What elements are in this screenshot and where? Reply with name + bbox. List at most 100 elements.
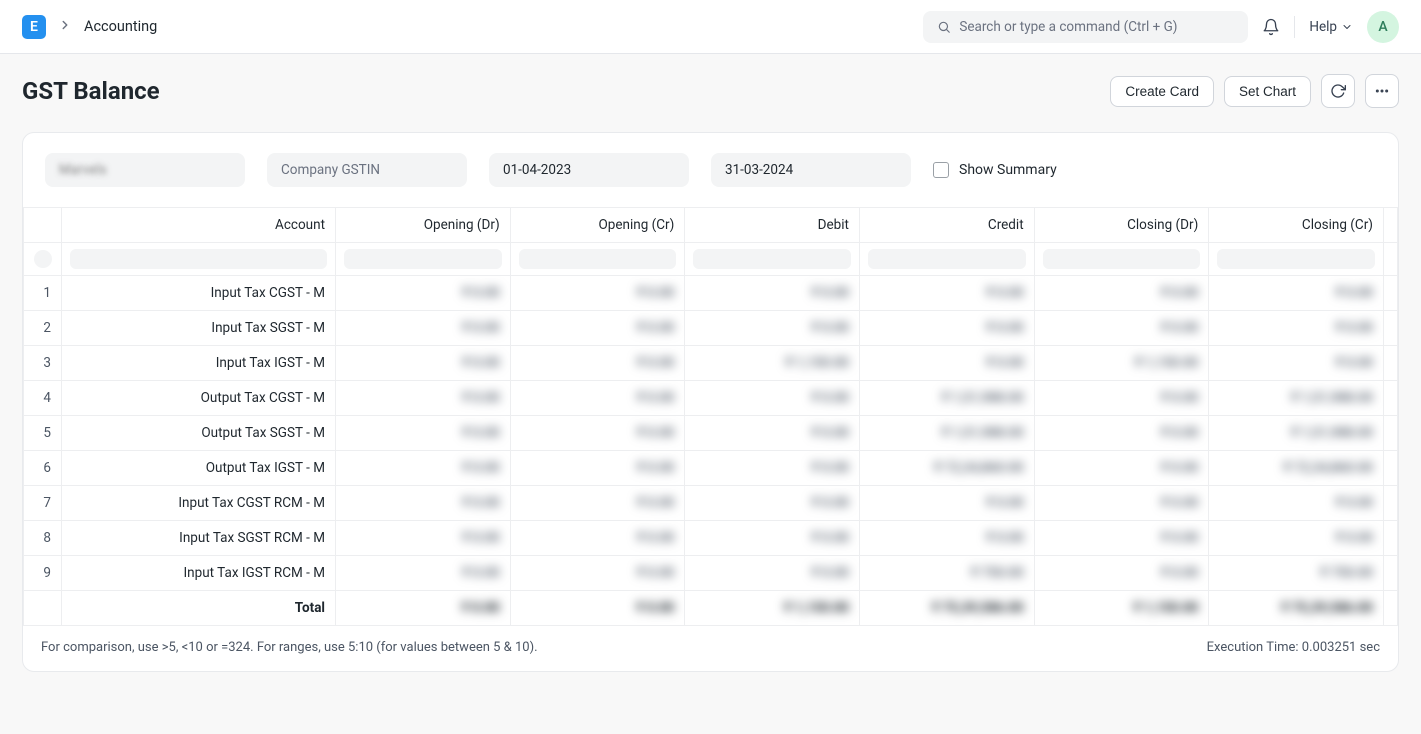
total-value: ₹ 75,39,586.00 xyxy=(1209,591,1384,626)
total-label: Total xyxy=(62,591,336,626)
cell-value: ₹ 0.00 xyxy=(1034,556,1209,591)
cell-value: ₹ 0.00 xyxy=(685,521,860,556)
cell-account[interactable]: Input Tax CGST RCM - M xyxy=(62,486,336,521)
cell-account[interactable]: Input Tax SGST - M xyxy=(62,311,336,346)
from-date-filter[interactable]: 01-04-2023 xyxy=(489,153,689,187)
report-table: Account Opening (Dr) Opening (Cr) Debit … xyxy=(23,207,1398,626)
cell-value: ₹ 0.00 xyxy=(336,381,511,416)
filter-hint: For comparison, use >5, <10 or =324. For… xyxy=(41,640,538,655)
total-value: ₹ 1,150.00 xyxy=(685,591,860,626)
cell-value: ₹ 1,51,988.00 xyxy=(859,381,1034,416)
app-logo[interactable]: E xyxy=(22,15,46,39)
total-value: ₹ 0.00 xyxy=(336,591,511,626)
cell-account[interactable]: Output Tax CGST - M xyxy=(62,381,336,416)
filter-closing-cr[interactable] xyxy=(1209,243,1384,276)
filter-opening-cr[interactable] xyxy=(510,243,685,276)
table-row[interactable]: 7Input Tax CGST RCM - M₹ 0.00₹ 0.00₹ 0.0… xyxy=(24,486,1398,521)
col-opening-dr[interactable]: Opening (Dr) xyxy=(336,208,511,243)
cell-value: ₹ 0.00 xyxy=(510,381,685,416)
global-search[interactable]: Search or type a command (Ctrl + G) xyxy=(923,11,1248,43)
filter-account[interactable] xyxy=(62,243,336,276)
filter-credit[interactable] xyxy=(859,243,1034,276)
table-row[interactable]: 4Output Tax CGST - M₹ 0.00₹ 0.00₹ 0.00₹ … xyxy=(24,381,1398,416)
cell-value: ₹ 0.00 xyxy=(859,486,1034,521)
table-row[interactable]: 8Input Tax SGST RCM - M₹ 0.00₹ 0.00₹ 0.0… xyxy=(24,521,1398,556)
cell-value: ₹ 1,150.00 xyxy=(1034,346,1209,381)
user-avatar[interactable]: A xyxy=(1367,11,1399,43)
cell-value: ₹ 0.00 xyxy=(859,346,1034,381)
cell-account[interactable]: Input Tax IGST - M xyxy=(62,346,336,381)
col-closing-dr[interactable]: Closing (Dr) xyxy=(1034,208,1209,243)
table-row[interactable]: 6Output Tax IGST - M₹ 0.00₹ 0.00₹ 0.00₹ … xyxy=(24,451,1398,486)
col-credit[interactable]: Credit xyxy=(859,208,1034,243)
cell-value: ₹ 0.00 xyxy=(1034,311,1209,346)
filter-opening-dr[interactable] xyxy=(336,243,511,276)
cell-value: ₹ 0.00 xyxy=(336,346,511,381)
cell-scrollspace xyxy=(1384,311,1398,346)
cell-scrollspace xyxy=(1384,381,1398,416)
notifications-icon[interactable] xyxy=(1262,18,1280,36)
help-menu[interactable]: Help xyxy=(1309,19,1353,35)
col-scrollspace xyxy=(1384,208,1398,243)
more-horizontal-icon xyxy=(1374,83,1390,99)
breadcrumb[interactable]: Accounting xyxy=(84,18,157,35)
cell-value: ₹ 0.00 xyxy=(1034,381,1209,416)
col-rownum xyxy=(24,208,62,243)
more-menu-button[interactable] xyxy=(1365,74,1399,108)
cell-value: ₹ 0.00 xyxy=(510,346,685,381)
cell-value: ₹ 0.00 xyxy=(685,486,860,521)
cell-value: ₹ 0.00 xyxy=(1034,416,1209,451)
cell-value: ₹ 0.00 xyxy=(336,416,511,451)
cell-scrollspace xyxy=(1384,451,1398,486)
cell-value: ₹ 0.00 xyxy=(510,486,685,521)
set-chart-button[interactable]: Set Chart xyxy=(1224,76,1311,107)
cell-account[interactable]: Output Tax IGST - M xyxy=(62,451,336,486)
table-row[interactable]: 1Input Tax CGST - M₹ 0.00₹ 0.00₹ 0.00₹ 0… xyxy=(24,276,1398,311)
cell-scrollspace xyxy=(1384,346,1398,381)
filter-closing-dr[interactable] xyxy=(1034,243,1209,276)
col-closing-cr[interactable]: Closing (Cr) xyxy=(1209,208,1384,243)
cell-scrollspace xyxy=(1384,416,1398,451)
checkbox-icon xyxy=(933,162,949,178)
total-value: ₹ 0.00 xyxy=(510,591,685,626)
header-left: E Accounting xyxy=(22,15,157,39)
filter-rownum[interactable] xyxy=(24,243,62,276)
report-filters: Marvels Company GSTIN 01-04-2023 31-03-2… xyxy=(23,133,1398,207)
cell-value: ₹ 0.00 xyxy=(1209,311,1384,346)
show-summary-toggle[interactable]: Show Summary xyxy=(933,162,1057,178)
col-opening-cr[interactable]: Opening (Cr) xyxy=(510,208,685,243)
cell-value: ₹ 0.00 xyxy=(1209,486,1384,521)
cell-account[interactable]: Input Tax CGST - M xyxy=(62,276,336,311)
cell-value: ₹ 0.00 xyxy=(336,451,511,486)
total-rownum xyxy=(24,591,62,626)
chevron-down-icon xyxy=(1341,21,1353,33)
cell-account[interactable]: Input Tax IGST RCM - M xyxy=(62,556,336,591)
report-table-body: 1Input Tax CGST - M₹ 0.00₹ 0.00₹ 0.00₹ 0… xyxy=(24,276,1398,626)
cell-scrollspace xyxy=(1384,276,1398,311)
cell-value: ₹ 72,34,860.00 xyxy=(859,451,1034,486)
to-date-filter[interactable]: 31-03-2024 xyxy=(711,153,911,187)
cell-account[interactable]: Input Tax SGST RCM - M xyxy=(62,521,336,556)
cell-value: ₹ 0.00 xyxy=(685,556,860,591)
show-summary-label: Show Summary xyxy=(959,162,1057,178)
col-debit[interactable]: Debit xyxy=(685,208,860,243)
filter-debit[interactable] xyxy=(685,243,860,276)
table-row[interactable]: 5Output Tax SGST - M₹ 0.00₹ 0.00₹ 0.00₹ … xyxy=(24,416,1398,451)
refresh-button[interactable] xyxy=(1321,74,1355,108)
table-row[interactable]: 3Input Tax IGST - M₹ 0.00₹ 0.00₹ 1,150.0… xyxy=(24,346,1398,381)
cell-value: ₹ 0.00 xyxy=(1034,276,1209,311)
table-row[interactable]: 2Input Tax SGST - M₹ 0.00₹ 0.00₹ 0.00₹ 0… xyxy=(24,311,1398,346)
create-card-button[interactable]: Create Card xyxy=(1110,76,1214,107)
gstin-filter[interactable]: Company GSTIN xyxy=(267,153,467,187)
execution-time: Execution Time: 0.003251 sec xyxy=(1207,640,1380,655)
cell-value: ₹ 0.00 xyxy=(510,311,685,346)
table-row[interactable]: 9Input Tax IGST RCM - M₹ 0.00₹ 0.00₹ 0.0… xyxy=(24,556,1398,591)
cell-value: ₹ 0.00 xyxy=(1034,451,1209,486)
col-account[interactable]: Account xyxy=(62,208,336,243)
column-filter-row xyxy=(24,243,1398,276)
cell-value: ₹ 750.00 xyxy=(1209,556,1384,591)
cell-account[interactable]: Output Tax SGST - M xyxy=(62,416,336,451)
cell-value: ₹ 72,34,860.00 xyxy=(1209,451,1384,486)
cell-value: ₹ 0.00 xyxy=(336,556,511,591)
company-filter[interactable]: Marvels xyxy=(45,153,245,187)
